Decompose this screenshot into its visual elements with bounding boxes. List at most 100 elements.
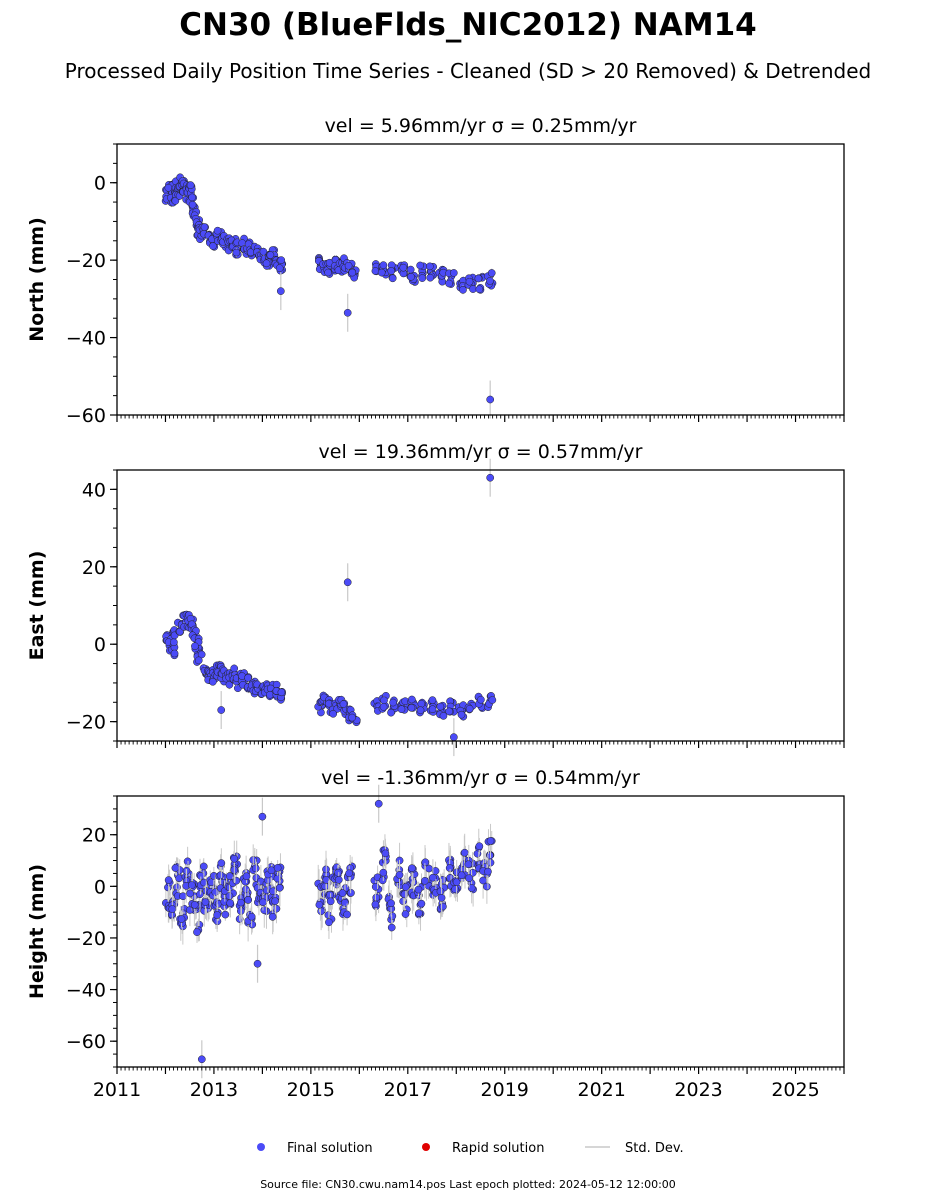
data-point xyxy=(259,898,267,907)
data-point xyxy=(266,251,275,259)
data-point xyxy=(437,893,446,902)
data-point xyxy=(425,864,433,873)
data-point xyxy=(387,899,395,908)
data-point xyxy=(389,698,397,707)
data-point xyxy=(429,873,437,882)
outlier-point xyxy=(486,395,495,404)
data-point xyxy=(201,898,210,906)
data-point xyxy=(414,885,423,894)
y-tick-label: −60 xyxy=(66,405,106,427)
data-point xyxy=(486,277,494,285)
data-point xyxy=(401,883,410,891)
data-point xyxy=(387,708,395,717)
data-point xyxy=(416,706,425,715)
data-point xyxy=(338,889,347,897)
legend-final-label: Final solution xyxy=(287,1141,373,1156)
outlier-point xyxy=(343,578,352,587)
data-point xyxy=(377,268,386,277)
data-point xyxy=(164,876,173,884)
data-point xyxy=(213,226,222,235)
y-tick-label: −40 xyxy=(66,980,106,1002)
data-point xyxy=(487,269,496,277)
data-point xyxy=(179,892,187,901)
data-point xyxy=(271,897,279,905)
data-point xyxy=(484,867,492,876)
y-tick-label: −60 xyxy=(66,1031,106,1053)
data-point xyxy=(187,881,196,889)
data-point xyxy=(345,869,353,878)
figure-subtitle: Processed Daily Position Time Series - C… xyxy=(65,59,871,83)
x-tick-label: 2011 xyxy=(93,1079,141,1101)
data-point xyxy=(230,664,239,673)
data-point xyxy=(175,874,183,883)
data-point xyxy=(266,690,274,699)
data-point xyxy=(407,703,416,712)
data-point xyxy=(475,842,484,851)
data-point xyxy=(417,699,426,708)
data-point xyxy=(171,864,180,872)
data-point xyxy=(372,893,381,902)
data-point xyxy=(426,273,435,282)
data-point xyxy=(164,183,173,192)
data-point xyxy=(379,261,388,269)
data-point xyxy=(225,872,234,881)
data-point xyxy=(452,878,461,886)
y-tick-label: −20 xyxy=(66,712,106,734)
data-point xyxy=(388,912,397,920)
data-point xyxy=(397,705,406,714)
data-point xyxy=(194,656,203,665)
data-point xyxy=(275,264,284,272)
data-point xyxy=(200,223,209,231)
data-point xyxy=(467,884,476,892)
data-point xyxy=(262,259,271,268)
data-point xyxy=(401,910,410,918)
panels: vel = 5.96mm/yr σ = 0.25mm/yr North (mm) 0… xyxy=(26,115,845,1101)
data-point xyxy=(242,872,251,881)
data-point xyxy=(379,868,388,877)
data-point xyxy=(348,713,356,722)
data-point xyxy=(199,862,208,871)
data-point xyxy=(428,696,437,704)
data-point xyxy=(177,915,186,923)
panel-title: vel = -1.36mm/yr σ = 0.54mm/yr xyxy=(321,767,640,789)
data-point xyxy=(326,897,335,906)
data-point xyxy=(408,695,416,704)
data-point xyxy=(417,899,426,908)
legend-rapid-label: Rapid solution xyxy=(452,1141,544,1156)
data-point xyxy=(457,871,466,880)
legend-final-marker xyxy=(257,1143,265,1151)
y-tick-label: 20 xyxy=(82,557,106,579)
data-layer xyxy=(162,784,496,1079)
data-point xyxy=(488,696,497,704)
legend: Final solution Rapid solution Std. Dev. xyxy=(257,1141,684,1156)
panel-2: vel = 19.36mm/yr σ = 0.57mm/yr East (mm) 4… xyxy=(26,441,845,757)
data-point xyxy=(251,864,260,873)
data-point xyxy=(408,864,416,873)
data-point xyxy=(277,256,286,264)
data-point xyxy=(170,649,179,658)
data-point xyxy=(275,883,284,892)
data-point xyxy=(465,277,474,286)
data-point xyxy=(379,703,388,711)
x-tick-label: 2015 xyxy=(287,1079,335,1101)
y-tick-label: −40 xyxy=(66,328,106,350)
data-point xyxy=(449,269,458,277)
data-point xyxy=(190,900,199,909)
data-point xyxy=(465,704,474,713)
data-point xyxy=(439,902,447,911)
x-tick-label: 2021 xyxy=(577,1079,625,1101)
data-point xyxy=(321,882,330,891)
data-point xyxy=(230,854,239,863)
outlier-point xyxy=(374,799,383,808)
outlier-point xyxy=(197,1055,206,1064)
data-point xyxy=(344,261,353,270)
outlier-point xyxy=(449,733,458,741)
data-point xyxy=(436,702,445,711)
data-point xyxy=(475,285,484,294)
footer-source: Source file: CN30.cwu.nam14.pos Last epo… xyxy=(260,1178,676,1191)
outlier-point xyxy=(486,473,495,482)
data-point xyxy=(221,910,230,919)
legend-rapid-marker xyxy=(422,1143,430,1151)
data-point xyxy=(457,710,466,719)
